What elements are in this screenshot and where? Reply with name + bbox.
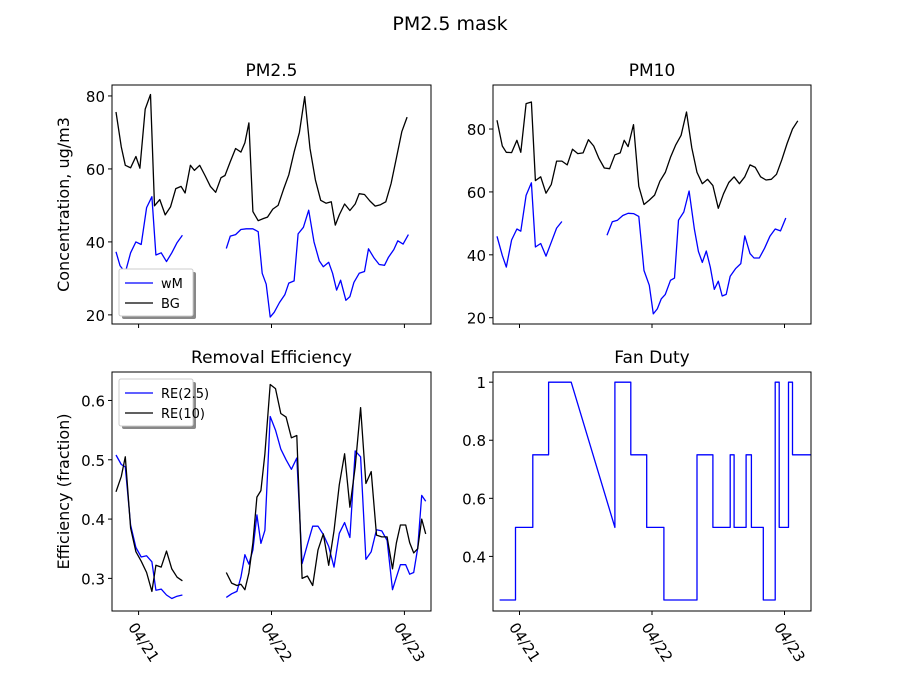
y-tick-label: 80	[467, 121, 486, 139]
legend-label: BG	[161, 297, 180, 312]
subplot-2: PM10 20 40 60 80	[467, 61, 812, 328]
legend-box	[118, 268, 194, 317]
y-tick-label: 0.4	[462, 548, 486, 566]
y-tick-label: 40	[86, 234, 105, 252]
series-group	[496, 101, 799, 315]
y-tick-label: 60	[86, 161, 105, 179]
y-tick-label: 0.6	[462, 490, 486, 508]
series-line-RE(10)	[225, 383, 427, 591]
legend: wM BG	[118, 268, 196, 319]
legend-label: RE(2.5)	[161, 387, 209, 402]
legend-label: wM	[161, 277, 183, 292]
y-axis-label: Efficiency (fraction)	[54, 413, 73, 569]
series-group	[115, 383, 427, 600]
series-line-RE(10)	[115, 456, 183, 593]
y-tick-label: 1	[476, 374, 486, 392]
subplot-title: Fan Duty	[614, 348, 689, 368]
y-tick-label: 0.5	[81, 452, 105, 470]
y-tick-label: 20	[86, 307, 105, 325]
y-tick-label: 40	[467, 247, 486, 265]
series-line-BG	[496, 101, 799, 209]
series-line-RE(2.5)	[225, 415, 427, 598]
y-tick-label: 0.3	[81, 570, 105, 588]
subplot-grid: PM2.5 20 40 60 80 Concentration, ug/m3 wM BG PM1…	[54, 61, 812, 665]
series-line-Fan Duty	[499, 381, 811, 601]
y-tick-label: 80	[86, 88, 105, 106]
series-line-wM	[606, 190, 787, 315]
subplot-title: Removal Efficiency	[191, 348, 352, 368]
y-tick-label: 0.8	[462, 432, 486, 450]
y-tick-label: 60	[467, 184, 486, 202]
figure-suptitle: PM2.5 mask	[392, 13, 507, 35]
series-group	[499, 381, 811, 601]
y-tick-label: 0.4	[81, 511, 105, 529]
y-tick-label: 20	[467, 310, 486, 328]
subplot-title: PM2.5	[246, 61, 298, 81]
series-line-wM	[225, 209, 409, 318]
y-tick-label: 0.6	[81, 392, 105, 410]
legend: RE(2.5) RE(10)	[118, 378, 209, 429]
subplot-1: PM2.5 20 40 60 80 Concentration, ug/m3 wM BG	[54, 61, 432, 328]
series-line-wM	[496, 182, 563, 268]
legend-box	[118, 378, 194, 427]
series-line-BG	[115, 93, 408, 226]
subplot-title: PM10	[629, 61, 676, 81]
legend-label: RE(10)	[161, 407, 205, 422]
y-axis-label: Concentration, ug/m3	[54, 117, 73, 292]
